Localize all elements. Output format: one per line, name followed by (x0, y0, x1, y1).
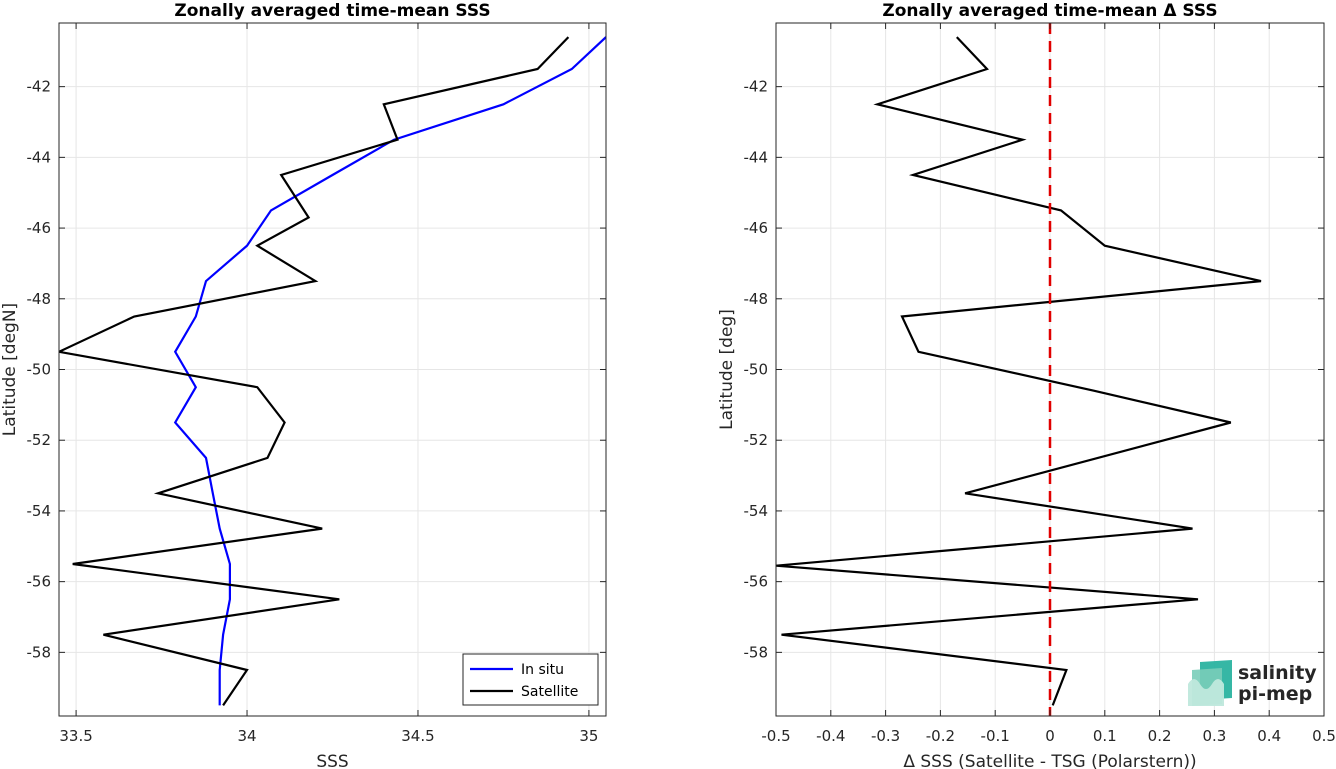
y-tick-label: -58 (27, 643, 52, 661)
sss-chart-title: Zonally averaged time-mean SSS (174, 1, 490, 21)
sss-x-axis-label: SSS (316, 752, 348, 769)
x-tick-label: -0.2 (926, 727, 955, 745)
y-tick-label: -56 (744, 573, 769, 591)
delta-ticks: -0.5 -0.4 -0.3 -0.2 -0.1 0 0.1 0.2 0.3 0.4 0.5 -58 -… (744, 23, 1336, 745)
satellite-series-line (59, 36, 570, 707)
y-tick-label: -48 (27, 290, 52, 308)
y-tick-label: -52 (744, 431, 769, 449)
delta-sss-chart: -0.5 -0.4 -0.3 -0.2 -0.1 0 0.1 0.2 0.3 0.4 0.5 -58 -… (717, 1, 1336, 769)
delta-y-axis-label: Latitude [deg] (717, 309, 737, 430)
x-tick-label: 0.5 (1312, 727, 1336, 745)
x-tick-label: -0.4 (816, 727, 845, 745)
x-tick-label: 34 (237, 727, 256, 745)
x-tick-label: -0.1 (981, 727, 1010, 745)
y-tick-label: -50 (744, 361, 769, 379)
y-tick-label: -44 (744, 148, 769, 166)
x-tick-label: 0.1 (1093, 727, 1117, 745)
delta-chart-title: Zonally averaged time-mean Δ SSS (882, 1, 1217, 21)
y-tick-label: -42 (27, 78, 52, 96)
sss-grid (59, 23, 606, 716)
y-tick-label: -54 (744, 502, 769, 520)
x-tick-label: -0.5 (761, 727, 790, 745)
x-tick-label: 33.5 (59, 727, 92, 745)
y-tick-label: -52 (27, 431, 52, 449)
logo-emblem (1188, 660, 1232, 706)
sss-legend: In situ Satellite (462, 653, 599, 706)
legend-label-satellite: Satellite (521, 684, 578, 700)
sss-ticks: 33.5 34 34.5 35 -58 -56 -54 -52 -50 -48 -46 -44 -42 (27, 23, 606, 745)
legend-box (462, 653, 599, 706)
x-tick-label: 34.5 (401, 727, 434, 745)
y-tick-label: -56 (27, 573, 52, 591)
sss-chart: 33.5 34 34.5 35-58-56-54-52-50-48-46-44-42 … (0, 1, 607, 769)
x-tick-label: 0.2 (1148, 727, 1172, 745)
y-tick-label: -48 (744, 290, 769, 308)
delta-series-layer (776, 36, 1262, 706)
x-tick-label: 0 (1045, 727, 1055, 745)
y-tick-label: -44 (27, 148, 52, 166)
logo-text-pi-mep: pi-mep (1238, 683, 1312, 705)
in-situ-series-line (173, 36, 606, 706)
y-tick-label: -58 (744, 643, 769, 661)
delta-sss-series-line (776, 36, 1262, 706)
sss-series-layer (59, 36, 606, 707)
y-tick-label: -46 (744, 219, 769, 237)
delta-x-axis-label: Δ SSS (Satellite - TSG (Polarstern)) (903, 752, 1196, 769)
logo-text-salinity: salinity (1238, 662, 1317, 684)
salinity-pi-mep-logo: salinity pi-mep (1188, 660, 1317, 706)
y-tick-label: -46 (27, 219, 52, 237)
legend-label-in-situ: In situ (521, 662, 564, 678)
y-tick-label: -42 (744, 78, 769, 96)
x-tick-label: 0.3 (1202, 727, 1226, 745)
y-tick-label: -54 (27, 502, 52, 520)
y-tick-label: -50 (27, 361, 52, 379)
x-tick-label: 35 (579, 727, 598, 745)
x-tick-label: -0.3 (871, 727, 900, 745)
sss-y-axis-label: Latitude [degN] (0, 303, 20, 436)
x-tick-label: 0.4 (1257, 727, 1281, 745)
